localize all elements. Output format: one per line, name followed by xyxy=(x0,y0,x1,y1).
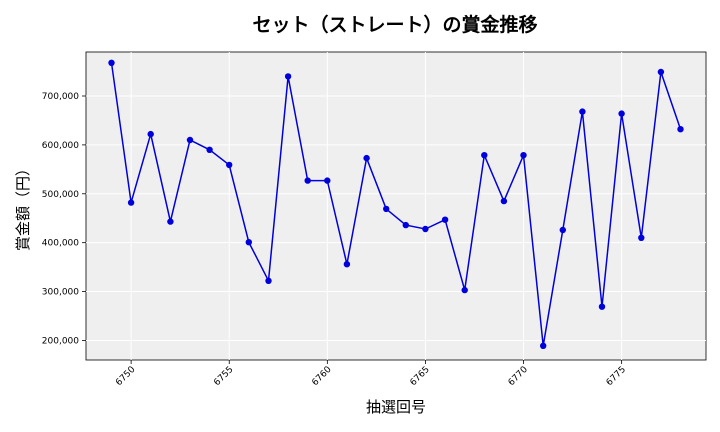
x-tick-label: 6770 xyxy=(507,365,530,388)
data-point xyxy=(284,73,292,80)
plot-area xyxy=(85,51,707,361)
data-point xyxy=(363,154,370,162)
data-point xyxy=(167,218,174,225)
y-tick-label: 500,000 xyxy=(42,190,79,200)
y-tick-label: 700,000 xyxy=(42,92,79,102)
x-axis: 6750 6755 6760 6765 6770 6775 xyxy=(114,360,628,388)
data-point xyxy=(618,110,625,117)
x-tick-label: 6755 xyxy=(212,365,235,388)
x-axis-label: 抽選回号 xyxy=(366,398,426,416)
y-axis-label: 賞金額（円） xyxy=(14,161,32,251)
x-tick-label: 6750 xyxy=(114,365,137,388)
data-point xyxy=(579,108,586,115)
chart-title: セット（ストレート）の賞金推移 xyxy=(252,13,537,36)
data-point xyxy=(441,216,449,223)
data-point xyxy=(638,234,645,241)
data-point xyxy=(147,130,154,138)
data-point xyxy=(520,152,527,159)
data-point xyxy=(598,303,606,310)
data-point xyxy=(422,225,429,233)
data-point xyxy=(343,261,351,268)
x-tick-label: 6775 xyxy=(605,365,628,388)
data-point xyxy=(245,239,252,246)
x-tick-label: 6760 xyxy=(310,365,333,388)
y-tick-label: 600,000 xyxy=(42,141,79,151)
data-point xyxy=(402,221,409,229)
data-point xyxy=(461,286,468,294)
data-point xyxy=(677,126,684,133)
data-point xyxy=(206,146,213,153)
y-tick-label: 400,000 xyxy=(42,239,79,249)
data-point xyxy=(304,177,311,184)
data-point xyxy=(500,197,508,205)
data-point xyxy=(657,68,665,76)
data-point xyxy=(127,199,135,206)
data-point xyxy=(324,177,331,184)
data-point xyxy=(481,152,488,159)
data-point xyxy=(540,342,547,349)
series-group xyxy=(108,59,684,349)
series-line xyxy=(110,62,682,346)
data-point xyxy=(108,59,115,66)
x-tick-label: 6765 xyxy=(409,365,432,388)
y-axis: 200,000 300,000 400,000 500,000 600,000 700,0… xyxy=(42,92,86,346)
y-tick-label: 200,000 xyxy=(42,336,79,346)
data-point xyxy=(559,226,566,234)
data-point xyxy=(226,161,233,169)
data-point xyxy=(383,205,390,213)
data-point xyxy=(265,277,272,284)
data-point xyxy=(186,136,194,144)
y-tick-label: 300,000 xyxy=(42,288,79,298)
